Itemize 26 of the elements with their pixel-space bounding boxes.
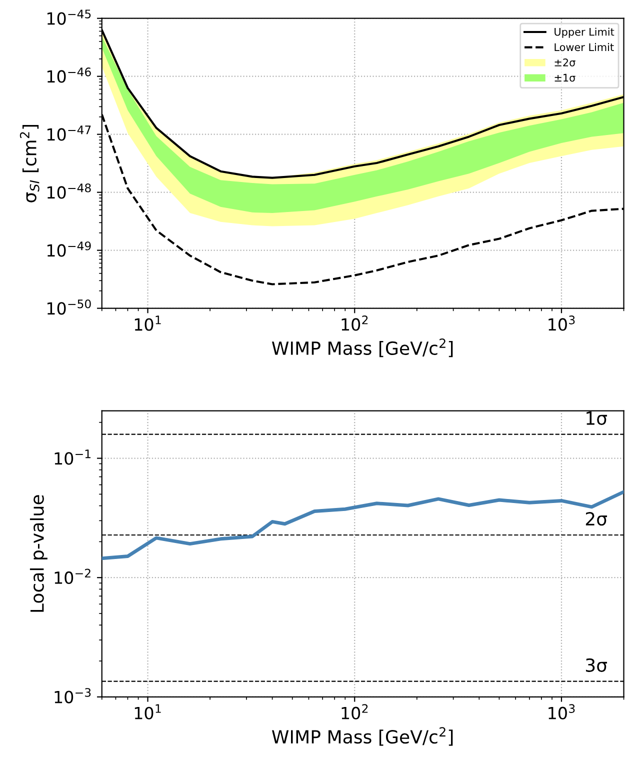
ref-line-label: 1σ xyxy=(586,412,608,425)
y-tick-label: 10$^{−48}$ xyxy=(47,183,91,199)
y-axis-title: σ$_{SI}$ [cm$^{2}$] xyxy=(20,124,40,202)
legend-label: Upper Limit xyxy=(554,28,614,38)
y-tick-label: 10$^{−45}$ xyxy=(47,10,91,25)
x-tick-label: 10$^{2}$ xyxy=(342,704,368,720)
y-tick-label: 10$^{−47}$ xyxy=(47,126,91,141)
x-tick-label: 10$^{1}$ xyxy=(134,704,161,720)
x-axis-title: WIMP Mass [GeV/c$^{2}$] xyxy=(272,727,453,746)
ref-line-label: 3σ xyxy=(586,658,608,672)
x-tick-label: 10$^{3}$ xyxy=(548,316,575,331)
y-tick-label: 10$^{−2}$ xyxy=(54,568,90,584)
x-tick-label: 10$^{3}$ xyxy=(548,704,575,720)
x-axis-title: WIMP Mass [GeV/c$^{2}$] xyxy=(272,338,453,358)
y-tick-label: 10$^{−50}$ xyxy=(47,299,91,315)
y-axis-title: Local p-value xyxy=(30,495,48,612)
y-tick-label: 10$^{−3}$ xyxy=(54,688,91,704)
y-tick-label: 10$^{−1}$ xyxy=(54,450,90,465)
x-tick-label: 10$^{1}$ xyxy=(134,316,161,331)
y-tick-label: 10$^{−46}$ xyxy=(47,68,91,83)
legend-label: ±1σ xyxy=(554,74,576,82)
legend-label: Lower Limit xyxy=(554,43,614,52)
ref-line-label: 2σ xyxy=(586,512,608,526)
x-tick-label: 10$^{2}$ xyxy=(342,316,368,331)
y-tick-label: 10$^{−49}$ xyxy=(47,241,91,257)
legend-label: ±2σ xyxy=(554,58,576,66)
